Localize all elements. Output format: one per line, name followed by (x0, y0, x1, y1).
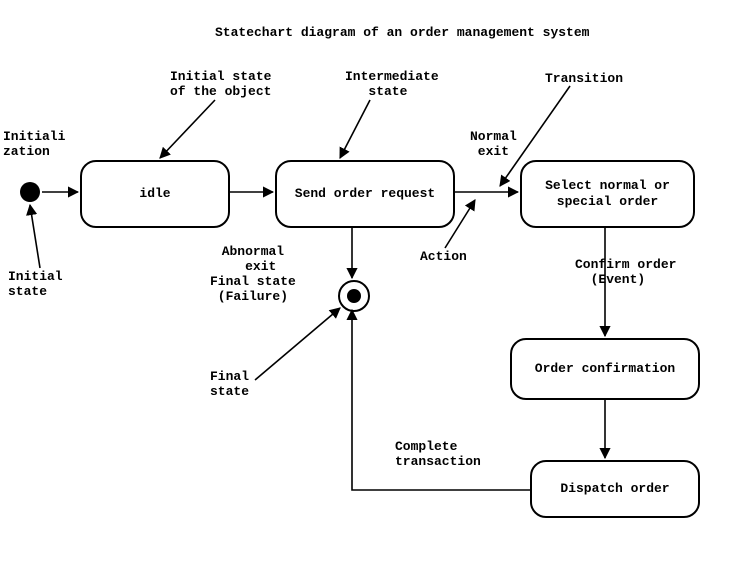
final-state-node (338, 280, 370, 312)
final-state-inner-dot (347, 289, 361, 303)
state-order-confirmation: Order confirmation (510, 338, 700, 400)
state-select-order: Select normal or special order (520, 160, 695, 228)
annot-complete-transaction: Complete transaction (395, 440, 481, 470)
annot-initial-state: Initial state (8, 270, 63, 300)
state-send-order-request: Send order request (275, 160, 455, 228)
annot-final-state: Final state (210, 370, 249, 400)
diagram-stage: Statechart diagram of an order managemen… (0, 0, 745, 566)
annot-normal-exit: Normal exit (470, 130, 517, 160)
initial-state-dot (20, 182, 40, 202)
diagram-title: Statechart diagram of an order managemen… (215, 25, 589, 40)
annot-intermediate-state: Intermediate state (345, 70, 439, 100)
annot-abnormal-exit: Abnormal exit Final state (Failure) (210, 245, 296, 305)
aa_initial_state (30, 205, 40, 268)
annot-confirm-order-event: Confirm order (Event) (575, 258, 676, 288)
aa_initial_obj (160, 100, 215, 158)
state-idle: idle (80, 160, 230, 228)
aa_final_state (255, 308, 340, 380)
annot-initial-state-of-object: Initial state of the object (170, 70, 271, 100)
annot-initialization: Initiali zation (3, 130, 65, 160)
annot-action: Action (420, 250, 467, 265)
aa_intermediate (340, 100, 370, 158)
annot-transition: Transition (545, 72, 623, 87)
state-dispatch-order: Dispatch order (530, 460, 700, 518)
